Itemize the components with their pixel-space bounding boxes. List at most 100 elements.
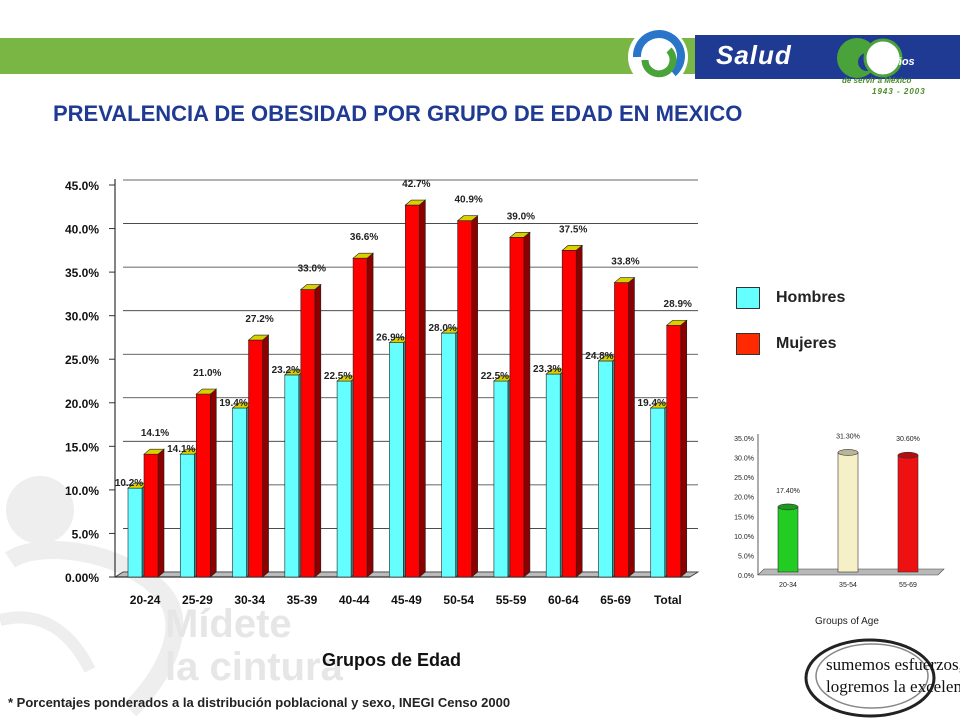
bar-mujeres-50-54-top bbox=[456, 215, 479, 222]
bar-mujeres-55-59 bbox=[509, 231, 531, 578]
tagline: de servir a México bbox=[842, 76, 912, 85]
x-tick-label: 65-69 bbox=[600, 593, 631, 607]
x-tick-label: 30-34 bbox=[234, 593, 265, 607]
bar-mujeres-65-69-front bbox=[614, 282, 629, 578]
bar-mujeres-65-69 bbox=[613, 276, 636, 578]
y-tick-label: 25.0% bbox=[65, 353, 99, 367]
data-label: 36.6% bbox=[350, 232, 378, 243]
mini-y-tick-label: 20.0% bbox=[734, 495, 754, 502]
x-tick-label: 35-39 bbox=[287, 593, 318, 607]
y-tick-label: 10.0% bbox=[65, 484, 99, 498]
slogan-line-2: logremos la excelencia... bbox=[826, 677, 960, 696]
bar-mujeres-30-34-side bbox=[262, 334, 269, 578]
mini-data-label: 17.40% bbox=[776, 488, 800, 495]
bar-mujeres-55-59-side bbox=[523, 231, 531, 578]
mini-bar-20-34 bbox=[777, 503, 799, 573]
data-label: 14.1% bbox=[141, 428, 169, 439]
data-label: 10.2% bbox=[115, 478, 143, 489]
mini-bar-35-54 bbox=[837, 449, 859, 573]
bar-mujeres-20-24-top bbox=[143, 448, 165, 455]
bar-hombres-60-64-front bbox=[545, 373, 561, 578]
logo-swirl-green bbox=[641, 47, 677, 78]
data-label: 22.5% bbox=[324, 371, 352, 382]
x-tick-label: 40-44 bbox=[339, 593, 370, 607]
bar-hombres-45-49-front bbox=[389, 342, 404, 578]
data-label: 40.9% bbox=[454, 195, 482, 206]
bar-mujeres-40-44-top bbox=[352, 252, 374, 259]
bar-mujeres-25-29-top bbox=[195, 388, 218, 395]
mini-bar-55-69 bbox=[897, 451, 919, 573]
data-label: 33.0% bbox=[298, 264, 326, 275]
data-label: 24.8% bbox=[585, 351, 613, 362]
bar-mujeres-45-49 bbox=[404, 199, 427, 578]
bar-hombres-50-54-front bbox=[441, 332, 456, 578]
watermark-figure bbox=[0, 476, 184, 717]
mini-y-tick-label: 15.0% bbox=[734, 514, 754, 521]
mini-y-tick-label: 10.0% bbox=[734, 534, 754, 541]
bar-mujeres-20-24-front bbox=[143, 453, 159, 578]
y-tick-label: 40.0% bbox=[65, 223, 99, 237]
slogan-line-1: sumemos esfuerzos, bbox=[826, 655, 960, 674]
bar-mujeres-60-64-front bbox=[561, 250, 577, 578]
bar-mujeres-25-29 bbox=[195, 388, 218, 578]
x-tick-label: 50-54 bbox=[443, 593, 474, 607]
bar-mujeres-40-44-front bbox=[352, 257, 368, 578]
mini-y-tick-label: 25.0% bbox=[734, 475, 754, 482]
tagline-years: 1943 - 2003 bbox=[872, 87, 926, 96]
bar-hombres-40-44-front bbox=[336, 380, 352, 578]
data-label: 39.0% bbox=[507, 211, 535, 222]
y-tick-label: 5.0% bbox=[72, 527, 100, 541]
x-tick-label: 60-64 bbox=[548, 593, 579, 607]
data-label: 28.0% bbox=[428, 323, 456, 334]
watermark-line-1: Mídete bbox=[165, 602, 292, 646]
bar-hombres-25-29-front bbox=[179, 453, 195, 578]
mini-y-tick-label: 35.0% bbox=[734, 436, 754, 443]
bar-mujeres-35-39-top bbox=[299, 284, 322, 290]
bar-mujeres-35-39-front bbox=[300, 289, 316, 578]
mini-data-label: 30.60% bbox=[896, 436, 920, 443]
logo-banner bbox=[695, 35, 960, 79]
bar-mujeres-Total bbox=[665, 319, 688, 578]
mini-bar-cap bbox=[777, 503, 799, 511]
mini-bar-body bbox=[777, 506, 799, 573]
logo-swirl-blue bbox=[632, 30, 685, 77]
mini-bar-cap bbox=[837, 449, 859, 456]
mini-x-tick-label: 55-69 bbox=[899, 582, 917, 589]
data-label: 22.5% bbox=[481, 371, 509, 382]
mini-y-tick-label: 5.0% bbox=[738, 553, 754, 560]
bar-mujeres-50-54-side bbox=[471, 215, 478, 578]
bar-mujeres-45-49-side bbox=[419, 199, 426, 578]
x-tick-label: Total bbox=[654, 593, 682, 607]
logo-zero bbox=[863, 38, 903, 78]
bar-hombres-20-24-front bbox=[127, 487, 143, 578]
bar-hombres-35-39-front bbox=[284, 374, 300, 578]
years-suffix: años bbox=[889, 56, 915, 68]
bar-mujeres-25-29-front bbox=[195, 393, 211, 578]
bar-hombres-Total-front bbox=[650, 407, 666, 578]
y-tick-label: 15.0% bbox=[65, 440, 99, 454]
data-label: 19.4% bbox=[638, 398, 666, 409]
bar-mujeres-Total-front bbox=[666, 324, 682, 578]
x-tick-label: 25-29 bbox=[182, 593, 213, 607]
legend-swatch-mujeres bbox=[736, 333, 760, 355]
bar-hombres-30-34-front bbox=[232, 407, 247, 578]
data-label: 21.0% bbox=[193, 368, 221, 379]
slogan-ring bbox=[804, 638, 936, 718]
bar-mujeres-65-69-side bbox=[628, 276, 635, 578]
mini-bar-cap bbox=[897, 451, 919, 459]
mini-x-tick-label: 35-54 bbox=[839, 582, 857, 589]
bar-mujeres-65-69-top bbox=[613, 277, 636, 283]
x-tick-label: 55-59 bbox=[496, 593, 527, 607]
data-label: 42.7% bbox=[402, 179, 430, 190]
mini-y-tick-label: 0.0% bbox=[738, 573, 754, 580]
bar-mujeres-60-64-side bbox=[575, 244, 583, 578]
y-tick-label: 0.00% bbox=[65, 571, 99, 585]
bar-mujeres-35-39 bbox=[299, 283, 322, 578]
data-label: 37.5% bbox=[559, 224, 587, 235]
bar-mujeres-55-59-top bbox=[509, 231, 531, 238]
data-label: 26.9% bbox=[376, 333, 404, 344]
data-label: 28.9% bbox=[664, 299, 692, 310]
legend-label-hombres: Hombres bbox=[776, 289, 846, 306]
bar-mujeres-30-34 bbox=[247, 334, 270, 578]
watermark-line-2: la cintura bbox=[165, 645, 343, 689]
